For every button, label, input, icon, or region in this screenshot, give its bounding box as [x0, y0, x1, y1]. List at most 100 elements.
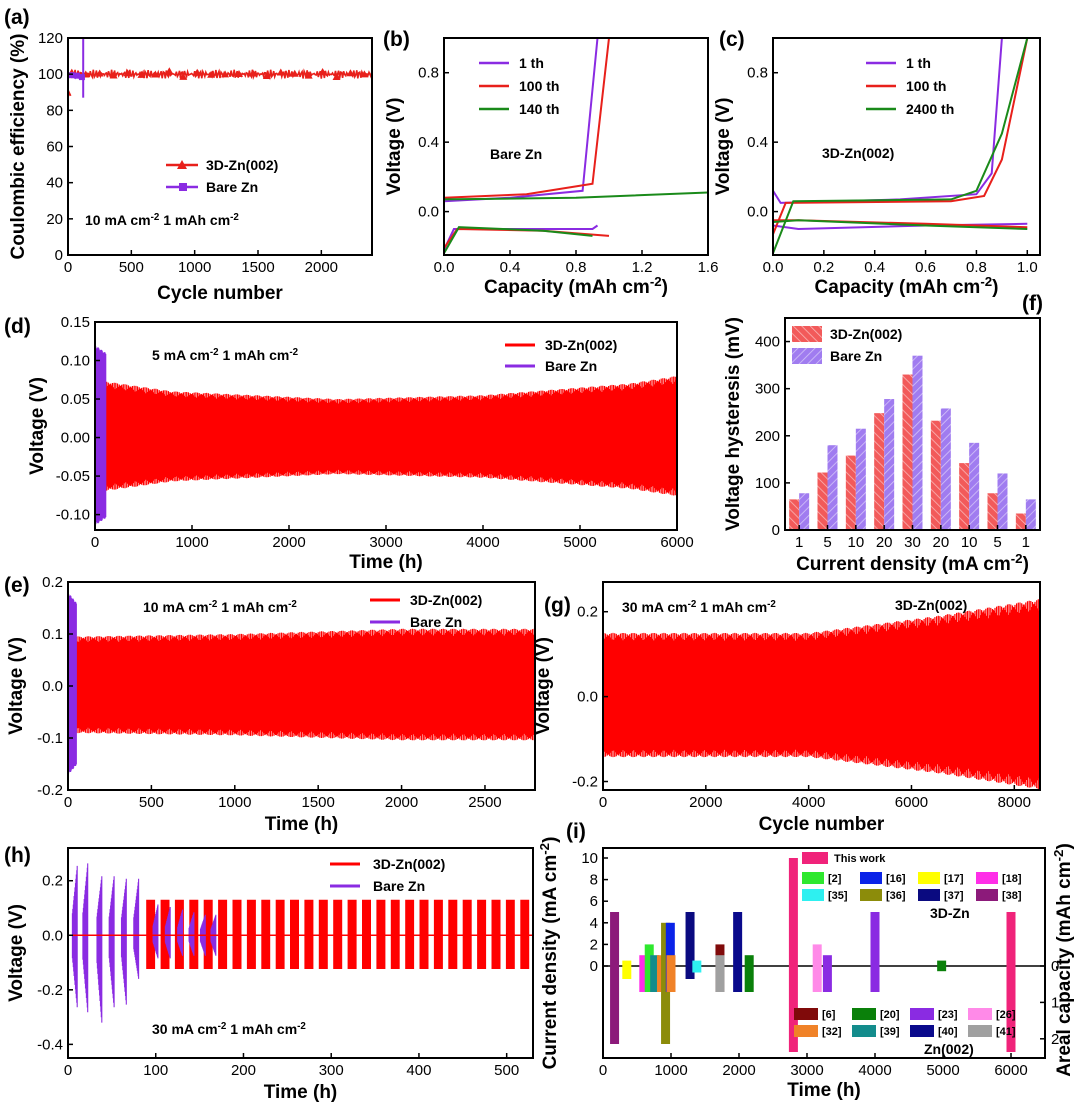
y-tick-label: -0.2 — [37, 982, 63, 999]
bar-current-density — [822, 955, 832, 966]
data-point — [248, 69, 257, 77]
charge-curve — [773, 38, 1029, 254]
data-point — [137, 70, 146, 78]
axis-frame — [602, 847, 1046, 1059]
y-tick-label: 0.0 — [577, 689, 598, 706]
legend-swatch — [852, 1025, 876, 1037]
legend-swatch — [918, 872, 940, 884]
data-point — [276, 68, 285, 76]
y-tick-label: 0.0 — [42, 927, 63, 944]
bar-areal-capacity — [1006, 966, 1016, 1052]
bar-areal-capacity — [692, 966, 702, 973]
panel-g: 0 2000 4000 6000 8000 -0.2 0.0 0.2 Cycle number V… — [533, 581, 1041, 835]
bar-areal-capacity — [715, 966, 725, 992]
bar-Bare Zn — [940, 408, 951, 530]
bar-areal-capacity — [661, 966, 671, 1044]
a-1-legend-label: Bare Zn — [206, 179, 258, 195]
y-tick-label: 8 — [590, 872, 598, 889]
bar-areal-capacity — [610, 966, 620, 1044]
bar-current-density — [692, 960, 702, 966]
x-axis-title: Time (h) — [349, 552, 423, 573]
plot-area — [444, 38, 708, 254]
data-point — [179, 72, 188, 80]
panel-a: 0 500 1000 1500 2000 0 20 40 60 80 100 120 Cycle num… — [4, 6, 373, 304]
x-tick-label: 0 — [64, 259, 72, 276]
x-tick-label: 2000 — [722, 1062, 755, 1079]
y-tick-label: 0 — [772, 522, 780, 539]
panel-label: (e) — [4, 574, 30, 597]
x-tick-label: 3000 — [369, 534, 402, 551]
series-3D-Zn(002) — [603, 599, 1040, 790]
y-tick-label: 80 — [46, 102, 63, 119]
x-tick-label: 0.4 — [500, 259, 521, 276]
legend-label: This work — [834, 853, 886, 865]
x-tick-label: 100 — [143, 1062, 168, 1079]
plot-area — [789, 355, 1036, 530]
bar-Bare Zn — [1025, 499, 1036, 530]
legend-label: [37] — [944, 890, 964, 902]
x-axis-title: Capacity (mAh cm-2) — [815, 274, 999, 299]
panel-label: (i) — [566, 820, 586, 843]
bar-Bare Zn — [855, 428, 866, 530]
y-axis-title: Voltage (V) — [384, 98, 405, 196]
data-point — [193, 68, 202, 76]
legend-label: 100 th — [906, 78, 946, 94]
legend-swatch — [794, 1025, 818, 1037]
x-tick-label: 4000 — [466, 534, 499, 551]
bar-current-density — [733, 912, 743, 966]
bar-current-density — [812, 944, 822, 966]
legend-swatch — [802, 889, 824, 901]
legend-swatch — [918, 889, 940, 901]
y-tick-label: 20 — [46, 211, 63, 228]
bar-areal-capacity — [870, 966, 880, 992]
legend-label: 140 th — [519, 101, 559, 117]
data-point — [360, 70, 369, 78]
group-label: Zn(002) — [924, 1041, 974, 1057]
bar-areal-capacity — [744, 966, 754, 992]
category-label: 10 — [847, 534, 864, 551]
data-point — [73, 72, 80, 79]
condition-annotation: 10 mA cm-2 1 mAh cm-2 — [85, 212, 239, 229]
bar-3D-Zn(002) — [789, 499, 800, 530]
panel-e: 0 500 1000 1500 2000 2500 -0.2 -0.1 0.0 0.1 0.2 Tim… — [4, 574, 536, 835]
panel-label: (h) — [4, 844, 31, 867]
y-tick-label: 10 — [581, 850, 598, 867]
x-axis-title: Time (h) — [265, 814, 339, 835]
data-point — [221, 70, 230, 78]
bar-areal-capacity — [685, 966, 695, 979]
series-3D-Zn(002) — [95, 376, 677, 496]
bar-areal-capacity — [788, 966, 798, 1052]
y-tick-label: 60 — [46, 139, 63, 156]
y-tick-label: 0.05 — [61, 391, 90, 408]
plot-area — [68, 38, 372, 98]
legend-label: 2400 th — [906, 101, 954, 117]
legend-label: 3D-Zn(002) — [373, 856, 445, 872]
x-tick-label: 6000 — [895, 794, 928, 811]
y-tick-label: 300 — [755, 381, 780, 398]
y2-tick-label: 0 — [1051, 958, 1059, 975]
data-point — [262, 72, 271, 80]
legend-label: Bare Zn — [830, 348, 882, 364]
bar-areal-capacity — [644, 966, 654, 992]
bar-3D-Zn(002) — [874, 413, 885, 530]
category-label: 10 — [961, 534, 978, 551]
series-Bare Zn — [95, 345, 107, 526]
category-label: 30 — [904, 534, 921, 551]
data-point — [151, 70, 160, 78]
discharge-curve — [444, 227, 610, 249]
axis-frame — [443, 37, 709, 256]
data-point — [165, 67, 174, 75]
legend-label: [35] — [828, 890, 848, 902]
bar-current-density — [650, 955, 660, 966]
legend-label: [18] — [1002, 873, 1022, 885]
x-tick-label: 0 — [64, 794, 72, 811]
bar-current-density — [610, 912, 620, 966]
x-tick-label: 0.0 — [434, 259, 455, 276]
x-tick-label: 2000 — [689, 794, 722, 811]
y2-tick-label: 2 — [1051, 1031, 1059, 1048]
bar-areal-capacity — [650, 966, 660, 992]
x-tick-label: 1.6 — [698, 259, 719, 276]
axis-frame — [772, 37, 1041, 256]
y-tick-label: 100 — [755, 475, 780, 492]
